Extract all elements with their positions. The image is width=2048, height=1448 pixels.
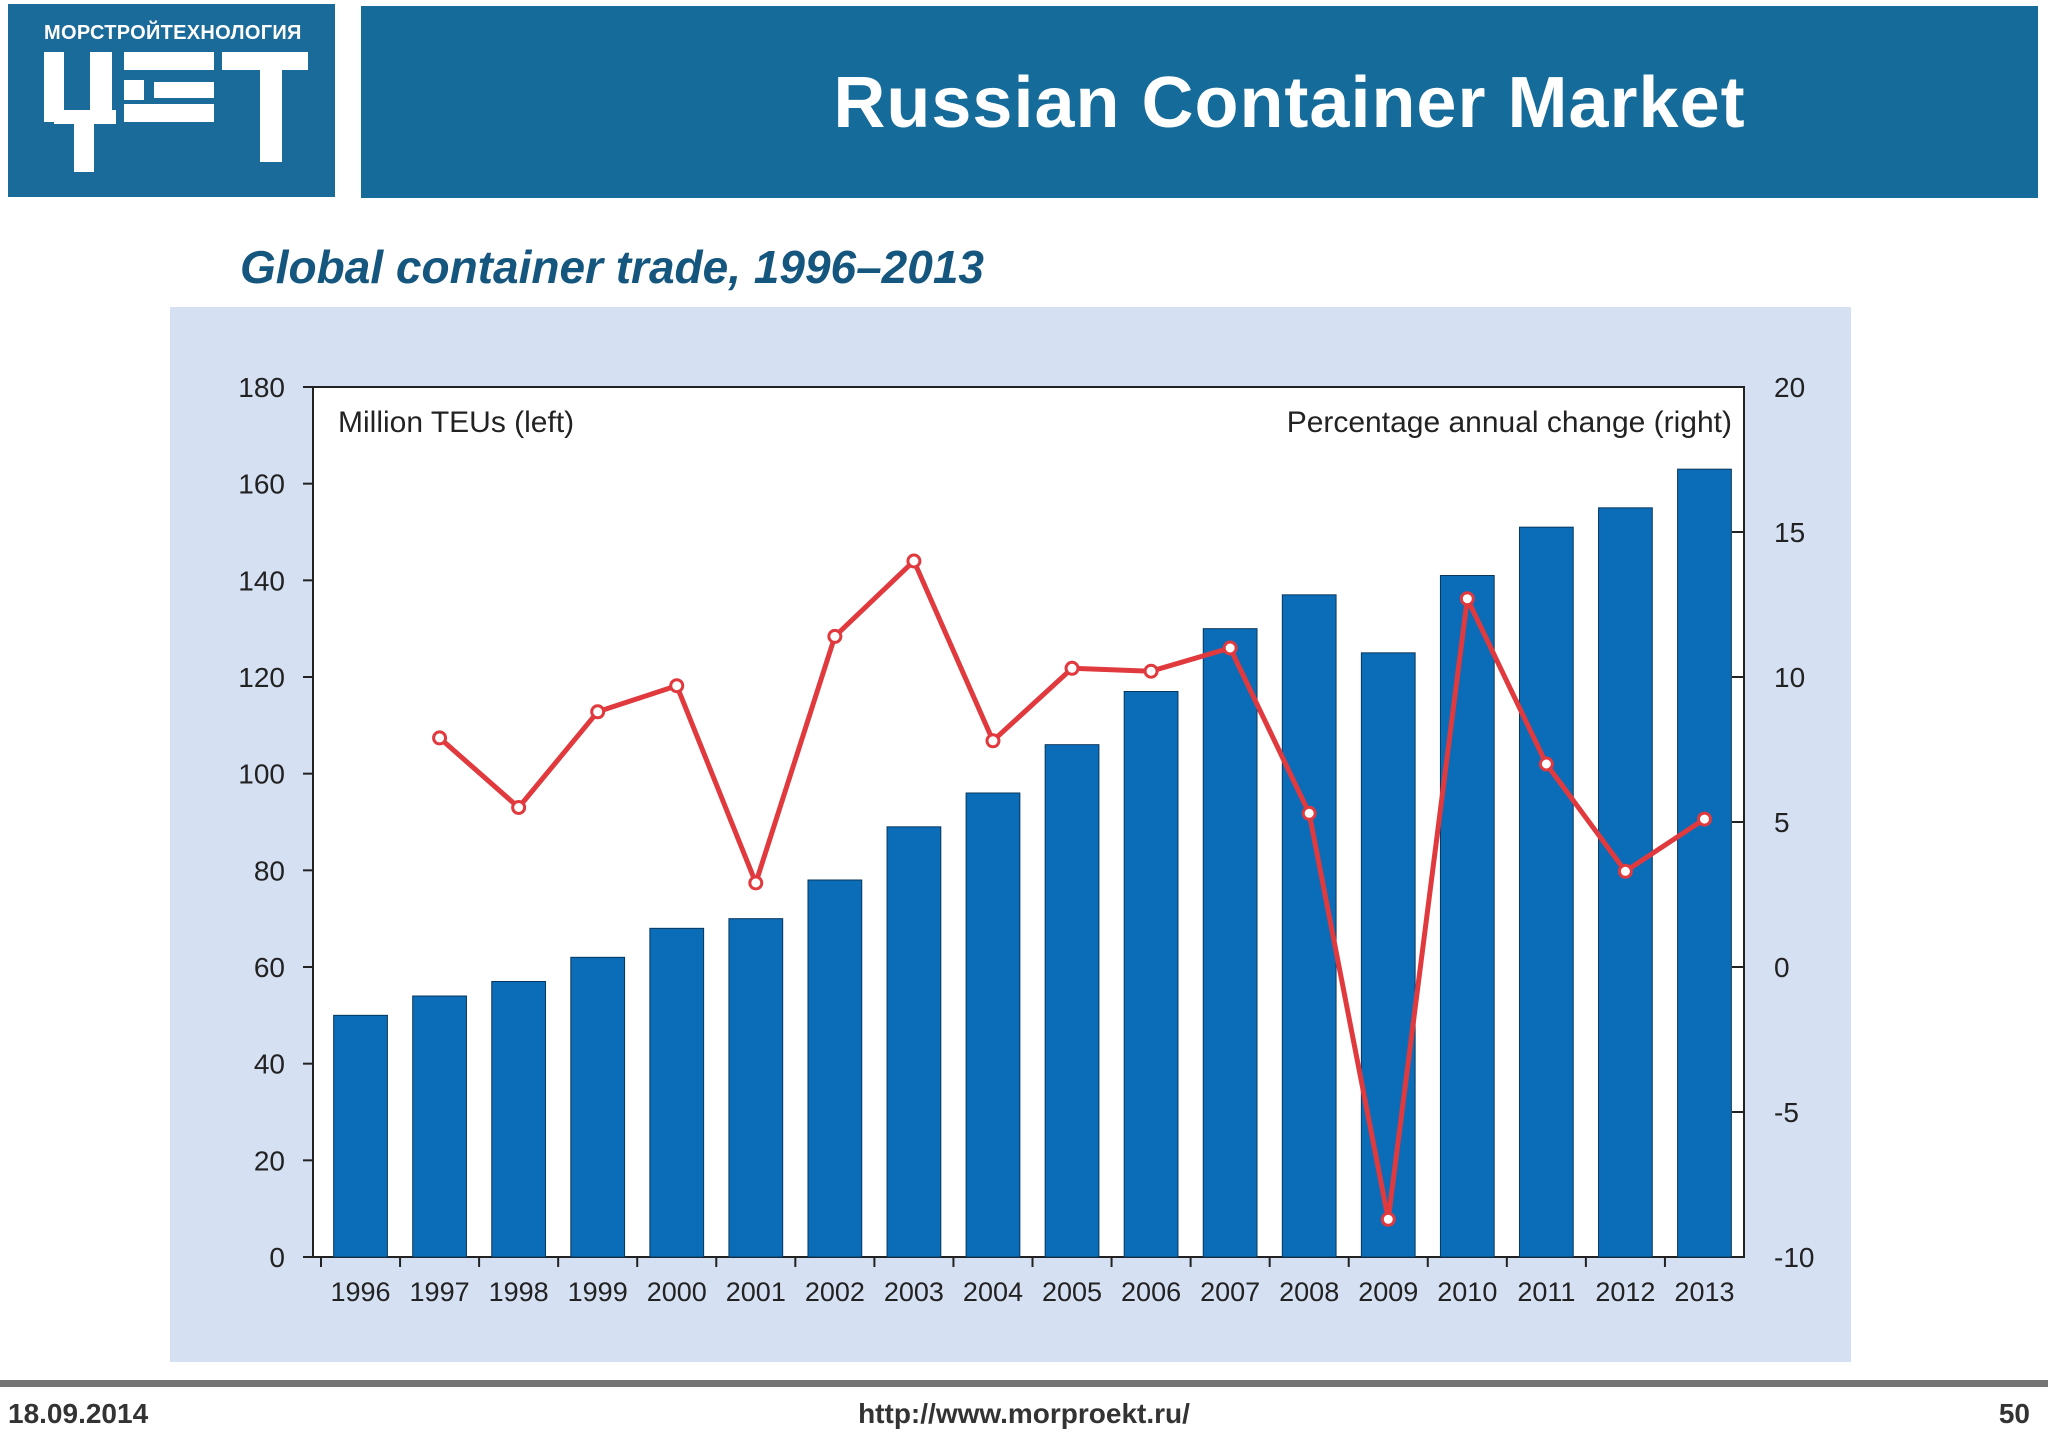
right-axis-label: Percentage annual change (right): [1287, 406, 1732, 439]
line-point: [1459, 591, 1475, 607]
line-point: [985, 733, 1001, 749]
page-number: 50: [1998, 1398, 2030, 1429]
x-tick-label: 1999: [568, 1277, 628, 1307]
chart-title: Global container trade, 1996–2013: [240, 241, 985, 293]
line-point: [827, 628, 843, 644]
right-tick-label: -10: [1774, 1242, 1814, 1273]
left-tick-label: 160: [238, 469, 285, 500]
x-tick-label: 2011: [1517, 1277, 1575, 1307]
bar: [1439, 575, 1495, 1258]
line-point: [1696, 811, 1712, 827]
right-tick-label: 0: [1774, 952, 1790, 983]
left-tick-label: 60: [254, 952, 285, 983]
right-tick-label: 20: [1774, 372, 1805, 403]
x-tick-label: 2005: [1042, 1277, 1102, 1307]
x-tick-label: 2004: [963, 1277, 1023, 1307]
left-tick-label: 0: [269, 1242, 285, 1273]
bar: [807, 879, 863, 1258]
x-tick-label: 2006: [1121, 1277, 1181, 1307]
header-bar: Russian Container Market: [361, 6, 2038, 198]
left-tick-label: 100: [238, 759, 285, 790]
x-tick-label: 2000: [647, 1277, 707, 1307]
bar: [1202, 628, 1258, 1258]
x-tick-label: 1997: [410, 1277, 470, 1307]
x-tick-label: 1996: [330, 1277, 390, 1307]
line-point: [1143, 663, 1159, 679]
x-tick-label: 2008: [1279, 1277, 1339, 1307]
line-point: [1222, 640, 1238, 656]
company-logo: МОРСТРОЙТЕХНОЛОГИЯ: [8, 4, 335, 197]
line-point: [432, 730, 448, 746]
x-tick-label: 2013: [1674, 1277, 1734, 1307]
bar: [1598, 507, 1653, 1258]
bar: [491, 981, 547, 1258]
left-tick-label: 180: [238, 372, 285, 403]
footer-date: 18.09.2014: [8, 1398, 149, 1429]
line-point: [1301, 805, 1317, 821]
line-point: [906, 553, 922, 569]
x-tick-label: 2003: [884, 1277, 944, 1307]
left-tick-label: 80: [254, 855, 285, 886]
line-point: [1064, 660, 1080, 676]
line-point: [1538, 756, 1554, 772]
chart: 0 20 40 60 80 100 120 140 160 180 -10 -5 0 5 10 15 20 199…: [238, 372, 1814, 1307]
mst-logo-icon: [44, 52, 308, 172]
bar: [1044, 744, 1100, 1258]
x-tick-label: 2009: [1358, 1277, 1418, 1307]
x-tick-label: 1998: [489, 1277, 549, 1307]
x-tick-label: 2012: [1595, 1277, 1655, 1307]
bar: [886, 826, 942, 1258]
right-tick-label: 5: [1774, 807, 1790, 838]
bar: [728, 918, 784, 1258]
footer-divider: [0, 1380, 2048, 1387]
page-title: Russian Container Market: [833, 63, 1746, 143]
left-tick-label: 120: [238, 662, 285, 693]
plot-area: [312, 386, 1745, 1258]
bar: [1281, 594, 1337, 1258]
left-tick-label: 20: [254, 1145, 285, 1176]
bar: [1360, 652, 1416, 1258]
bar: [649, 927, 705, 1258]
bar: [570, 956, 626, 1258]
x-tick-label: 2002: [805, 1277, 865, 1307]
bar: [1677, 468, 1732, 1258]
line-point: [1617, 863, 1633, 879]
left-tick-label: 140: [238, 565, 285, 596]
right-tick-label: -5: [1774, 1097, 1799, 1128]
bar: [965, 792, 1021, 1258]
bar: [1123, 691, 1179, 1258]
left-axis-label: Million TEUs (left): [338, 406, 574, 439]
x-tick-label: 2010: [1437, 1277, 1497, 1307]
bar: [333, 1014, 388, 1258]
company-name: МОРСТРОЙТЕХНОЛОГИЯ: [44, 22, 302, 44]
footer-url[interactable]: http://www.morproekt.ru/: [858, 1398, 1190, 1429]
left-tick-label: 40: [254, 1049, 285, 1080]
bar: [412, 995, 467, 1258]
line-point: [748, 875, 764, 891]
x-tick-label: 2001: [726, 1277, 786, 1307]
line-point: [669, 678, 685, 694]
line-point: [590, 704, 606, 720]
bar: [1518, 526, 1574, 1258]
right-tick-label: 10: [1774, 662, 1805, 693]
line-point: [511, 800, 527, 815]
x-tick-label: 2007: [1200, 1277, 1260, 1307]
line-point: [1380, 1211, 1396, 1227]
right-tick-label: 15: [1774, 517, 1805, 548]
chart-panel: 0 20 40 60 80 100 120 140 160 180 -10 -5 0 5 10 15 20 199…: [170, 307, 1851, 1362]
